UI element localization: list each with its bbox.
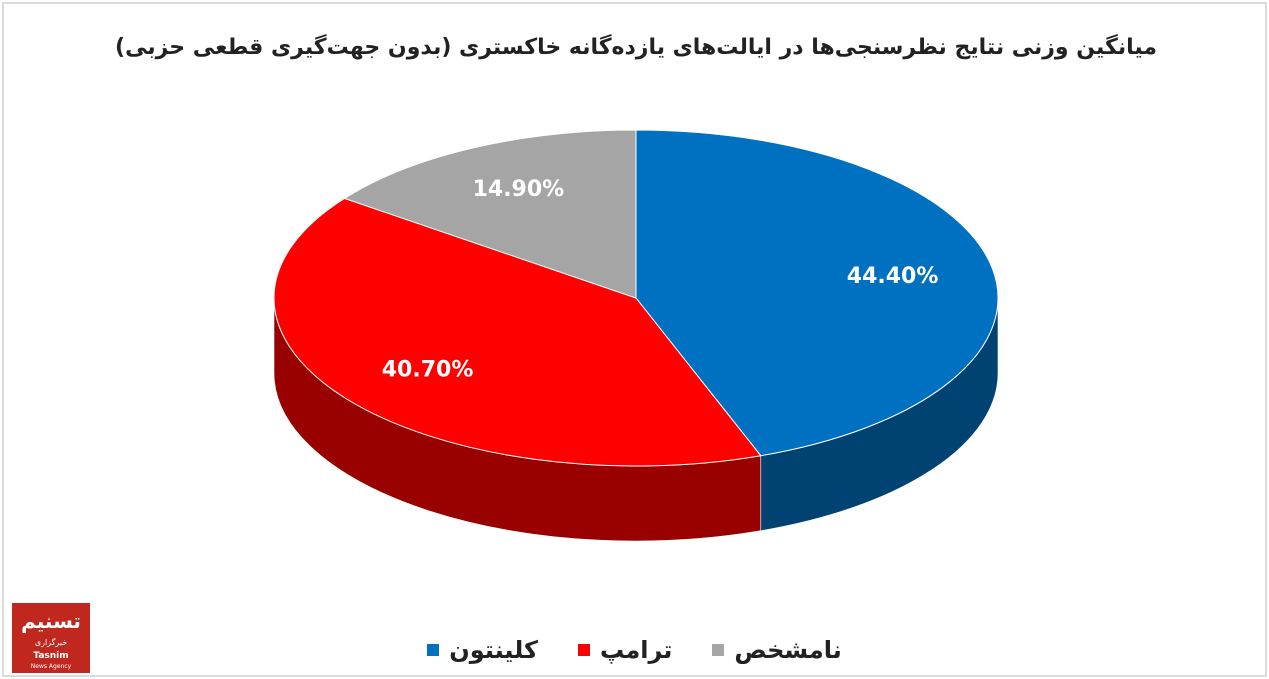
- logo-tagline: News Agency: [31, 663, 72, 670]
- legend-swatch: [427, 644, 440, 656]
- data-label: 40.70%: [382, 358, 474, 383]
- slice: [273, 197, 762, 467]
- legend-label: ترامپ: [599, 636, 673, 664]
- slice: [635, 129, 999, 457]
- legend-item: نامشخص: [712, 636, 842, 664]
- chart-title: میانگین وزنی نتایج نظرسنجی‌ها در ایالت‌ه…: [115, 33, 1157, 60]
- logo-agency-fa: خبرگزاری: [35, 637, 67, 647]
- pie-tops: 44.40% 40.70% 14.90%: [273, 129, 999, 467]
- logo: تسنیم خبرگزاری Tasnim News Agency: [12, 603, 90, 673]
- data-label: 14.90%: [473, 177, 565, 202]
- logo-name: Tasnim: [33, 651, 68, 661]
- legend-item: کلینتون: [427, 636, 538, 664]
- data-label: 44.40%: [847, 264, 939, 289]
- legend: کلینتون ترامپ نامشخص: [0, 636, 1269, 664]
- legend-swatch: [712, 644, 725, 656]
- legend-label: نامشخص: [734, 636, 842, 664]
- legend-label: کلینتون: [449, 636, 538, 664]
- logo-name-fa: تسنیم: [21, 609, 81, 633]
- legend-item: ترامپ: [577, 636, 673, 664]
- slice: [343, 129, 637, 299]
- legend-swatch: [577, 644, 590, 656]
- logo-bg: [12, 603, 90, 673]
